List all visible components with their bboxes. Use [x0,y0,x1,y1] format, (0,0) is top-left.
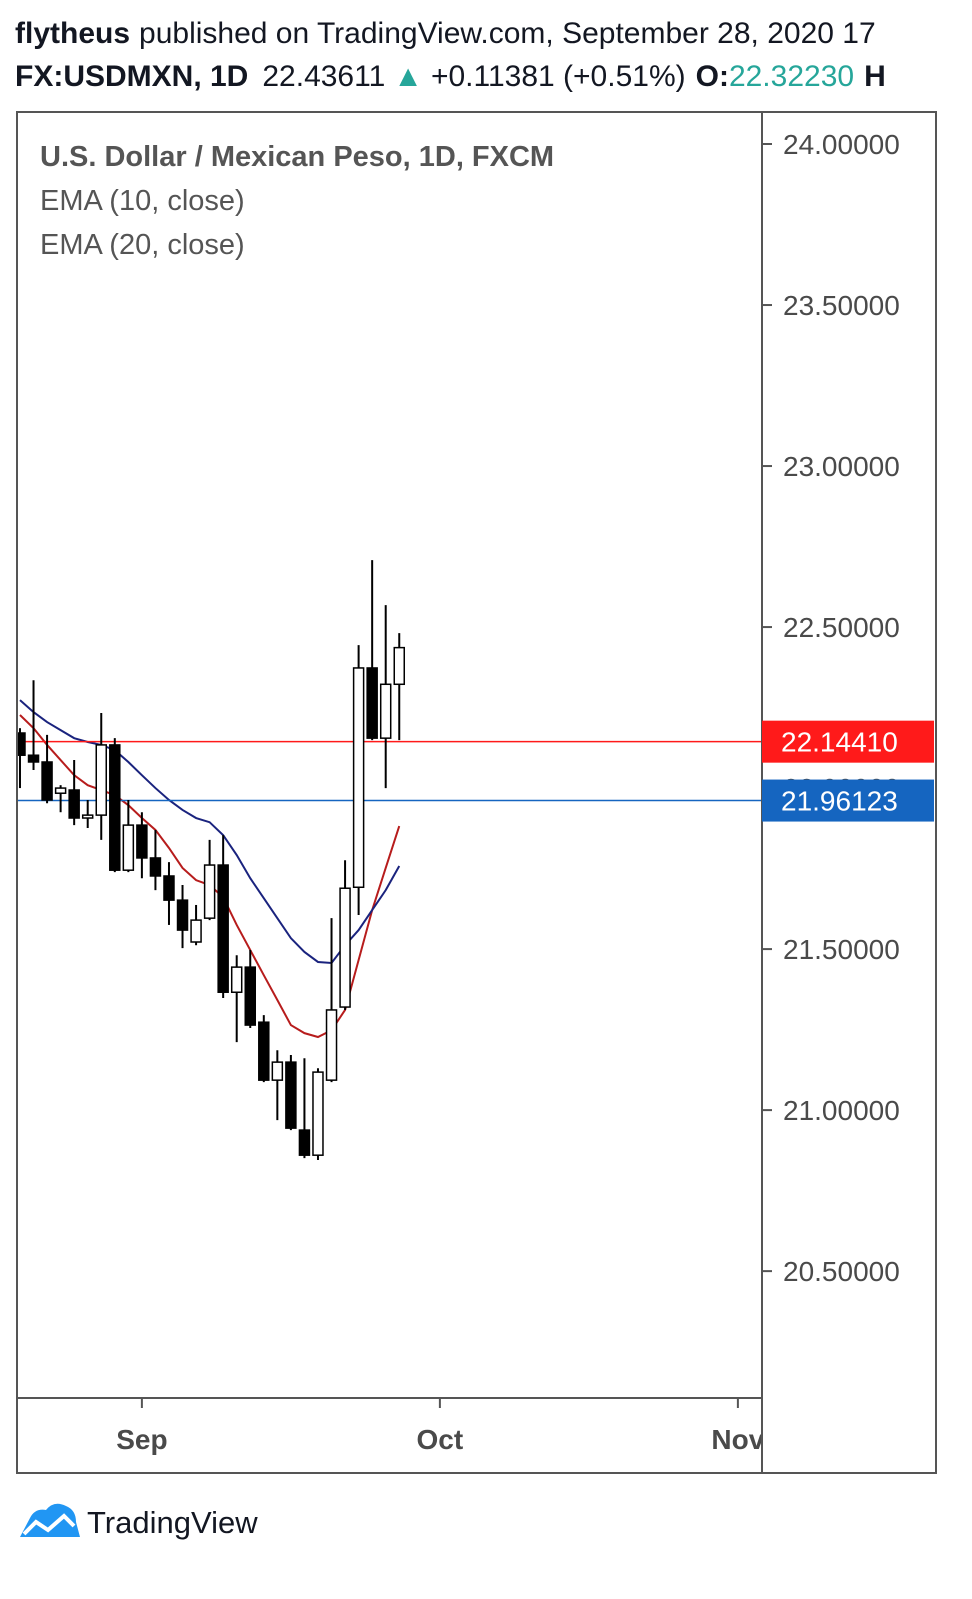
candle-body [203,864,216,919]
published: published on TradingView.com, September … [139,17,876,50]
candle-body [258,1021,270,1081]
candle-body [339,887,351,1008]
candle-body [122,824,135,871]
candle-body [18,732,26,756]
candle-body [163,875,175,901]
legend-entry: EMA (20, close) [40,229,245,261]
header: flytheus published on TradingView.com, Se… [15,17,886,93]
y-tick-label: 20.50000 [783,1256,900,1287]
brand-name: TradingView [87,1505,258,1540]
candle-body [81,814,94,819]
candle-body [149,857,162,877]
price-label: 22.14410 [781,727,898,758]
candle-body [217,864,229,993]
candle-body [312,1071,324,1156]
y-tick-label: 21.50000 [783,934,900,965]
candle-body [271,1061,284,1081]
candle-body [109,744,121,871]
x-tick-label: Nov [711,1424,764,1455]
time-axis: Sep Oct Nov [116,1399,764,1455]
x-tick-label: Sep [116,1424,167,1455]
candle-body [41,761,53,801]
brand-logo [20,1503,80,1537]
open-label: O: [696,60,729,93]
y-tick-label: 21.00000 [783,1095,900,1126]
change: +0.11381 (+0.51%) [431,60,686,93]
candle-body [379,683,392,739]
header-line-2: FX:USDMXN, 1D 22.43611 ▲ +0.11381 (+0.51%) O… [15,60,886,93]
candle-body [298,1129,311,1156]
candle-body [230,966,243,993]
open-value: 22.32230 [729,60,854,93]
price-label: 21.96123 [781,786,898,817]
y-tick-label: 22.50000 [783,612,900,643]
ema-line [19,699,401,964]
symbol: FX:USDMXN, 1D [15,60,248,93]
header-line-1: flytheus published on TradingView.com, Se… [15,17,876,50]
last-price: 22.43611 [262,60,385,93]
chart-title: U.S. Dollar / Mexican Peso, 1D, FXCM [40,141,554,173]
y-tick-label: 23.50000 [783,290,900,321]
candle-body [136,824,148,859]
y-tick-label: 24.00000 [783,129,900,160]
candle-body [95,744,108,816]
candle-body [352,667,365,889]
up-arrow: ▲ [393,60,423,93]
price-label-box [762,779,934,822]
candle-body [176,899,189,931]
y-tick-label: 23.00000 [783,451,900,482]
price-label-box [762,720,934,763]
chart-frame [16,111,937,1474]
candle-body [285,1061,297,1129]
candle-body [393,646,406,686]
candle-body [54,787,67,794]
author: flytheus [15,17,130,50]
candle-body [325,1009,338,1081]
plot-area [18,560,761,1161]
x-tick-label: Oct [417,1424,464,1455]
candle-body [366,667,378,739]
high-label: H [864,60,886,93]
candle-body [68,789,80,819]
candle-body [27,754,40,763]
legend-entry: EMA (10, close) [40,185,245,217]
axes: 20.5000021.0000021.5000022.0000022.50000… [762,129,934,1287]
candle-body [244,966,257,1026]
candle-body [190,919,202,943]
